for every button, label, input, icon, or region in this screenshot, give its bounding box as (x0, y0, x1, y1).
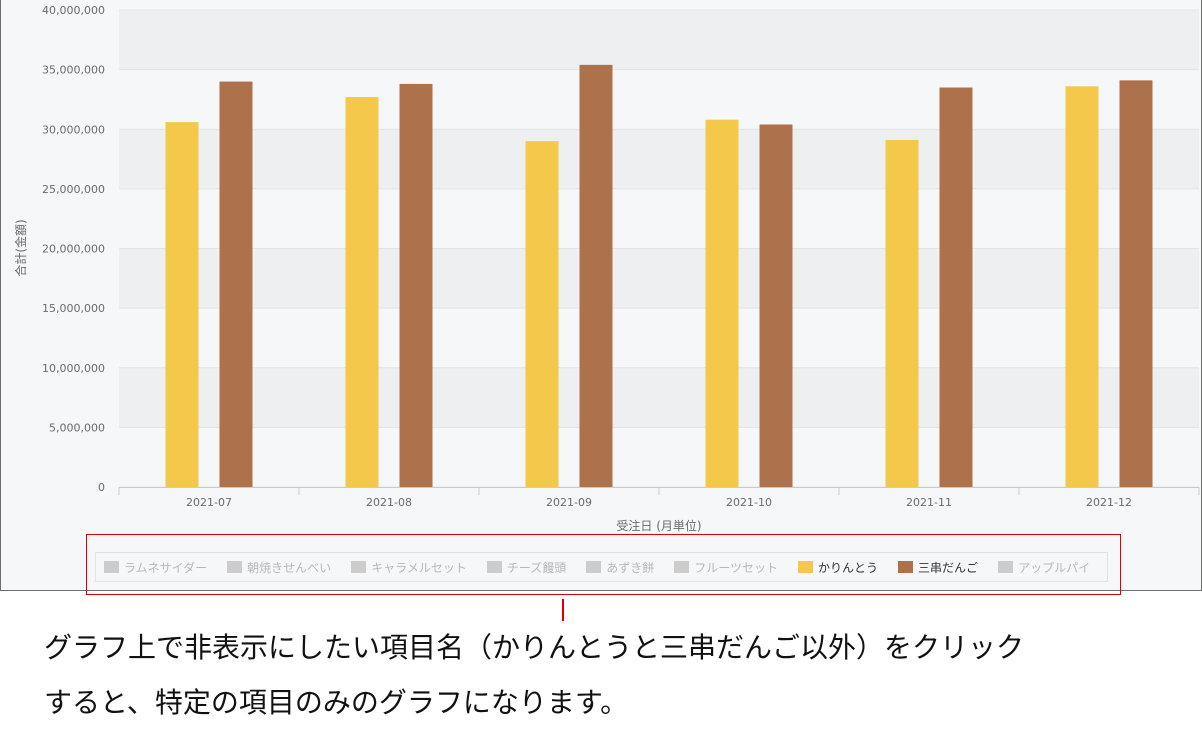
grid-band (119, 248, 1199, 309)
legend-item[interactable]: 三串だんご (898, 557, 978, 577)
y-tick-label: 20,000,000 (42, 243, 105, 256)
legend-swatch (104, 561, 119, 573)
callout-line (562, 599, 564, 621)
bar (759, 124, 793, 487)
bar (705, 119, 739, 488)
legend-label: ラムネサイダー (124, 560, 208, 575)
x-tick-label: 2021-08 (366, 496, 412, 509)
y-tick-label: 10,000,000 (42, 362, 105, 375)
legend-label: かりんとう (818, 560, 879, 575)
legend-item[interactable]: フルーツセット (674, 557, 778, 577)
chart-legend: ラムネサイダー 朝焼きせんべい キャラメルセット チーズ饅頭 あずき餅 フルーツセット かり… (95, 552, 1108, 582)
legend-label: あずき餅 (606, 560, 655, 575)
bar (579, 64, 613, 487)
bar (165, 122, 199, 487)
y-tick-label: 30,000,000 (42, 123, 105, 136)
grid-band (119, 308, 1199, 368)
instruction-caption: グラフ上で非表示にしたい項目名（かりんとうと三串だんご以外）をクリック すると、… (44, 620, 1194, 730)
bar-chart: 0 5,000,000 10,000,000 15,000,000 20,000,000… (13, 4, 1200, 533)
y-tick-label: 0 (98, 481, 105, 494)
legend-item[interactable]: チーズ饅頭 (486, 557, 567, 577)
legend-highlight-frame (86, 534, 1121, 595)
y-tick-label: 25,000,000 (42, 183, 105, 196)
bar (399, 83, 433, 487)
y-tick-label: 15,000,000 (42, 302, 105, 315)
legend-swatch (351, 561, 367, 573)
legend-label: 朝焼きせんべい (247, 560, 332, 575)
legend-item[interactable]: アップルパイ (998, 557, 1090, 577)
caption-line-2: すると、特定の項目のみのグラフになります。 (44, 686, 629, 719)
bar (1065, 86, 1099, 487)
caption-line-1: グラフ上で非表示にしたい項目名（かりんとうと三串だんご以外）をクリック (44, 631, 1025, 664)
x-tick-label: 2021-12 (1086, 496, 1132, 509)
bar (1119, 80, 1153, 488)
x-tick-label: 2021-10 (726, 496, 772, 509)
chart-panel: 0 5,000,000 10,000,000 15,000,000 20,000,000… (0, 0, 1202, 591)
legend-swatch (798, 561, 814, 573)
legend-swatch (898, 561, 914, 573)
grid-band (119, 367, 1199, 428)
x-tick-label: 2021-07 (186, 496, 232, 509)
legend-item[interactable]: キャラメルセット (351, 557, 467, 577)
grid-band (119, 188, 1199, 249)
bar (885, 139, 919, 488)
legend-swatch (998, 561, 1014, 573)
legend-label: 三串だんご (918, 560, 979, 575)
legend-swatch (486, 561, 502, 573)
legend-item[interactable]: 朝焼きせんべい (227, 557, 331, 577)
legend-label: フルーツセット (694, 560, 779, 575)
y-axis-title: 合計(金額) (13, 219, 28, 276)
grid-band (119, 69, 1199, 130)
legend-item[interactable]: かりんとう (798, 557, 878, 577)
y-tick-label: 40,000,000 (42, 4, 105, 17)
bar (525, 141, 559, 488)
bar (345, 97, 379, 488)
legend-item[interactable]: あずき餅 (586, 557, 654, 577)
grid-band (119, 427, 1199, 487)
x-tick-label: 2021-11 (906, 496, 952, 509)
legend-label: キャラメルセット (371, 560, 467, 575)
legend-swatch (674, 561, 690, 573)
legend-label: チーズ饅頭 (506, 560, 567, 575)
x-tick-label: 2021-09 (546, 496, 592, 509)
grid-band (119, 129, 1199, 189)
bar (219, 81, 253, 488)
x-axis-title: 受注日 (月単位) (616, 518, 701, 533)
y-tick-label: 5,000,000 (49, 421, 105, 434)
legend-swatch (586, 561, 602, 573)
legend-swatch (227, 561, 243, 573)
grid-band (119, 10, 1199, 70)
y-tick-label: 35,000,000 (42, 64, 105, 77)
legend-label: アップルパイ (1018, 560, 1091, 575)
bar (939, 87, 973, 487)
legend-item[interactable]: ラムネサイダー (104, 557, 207, 577)
